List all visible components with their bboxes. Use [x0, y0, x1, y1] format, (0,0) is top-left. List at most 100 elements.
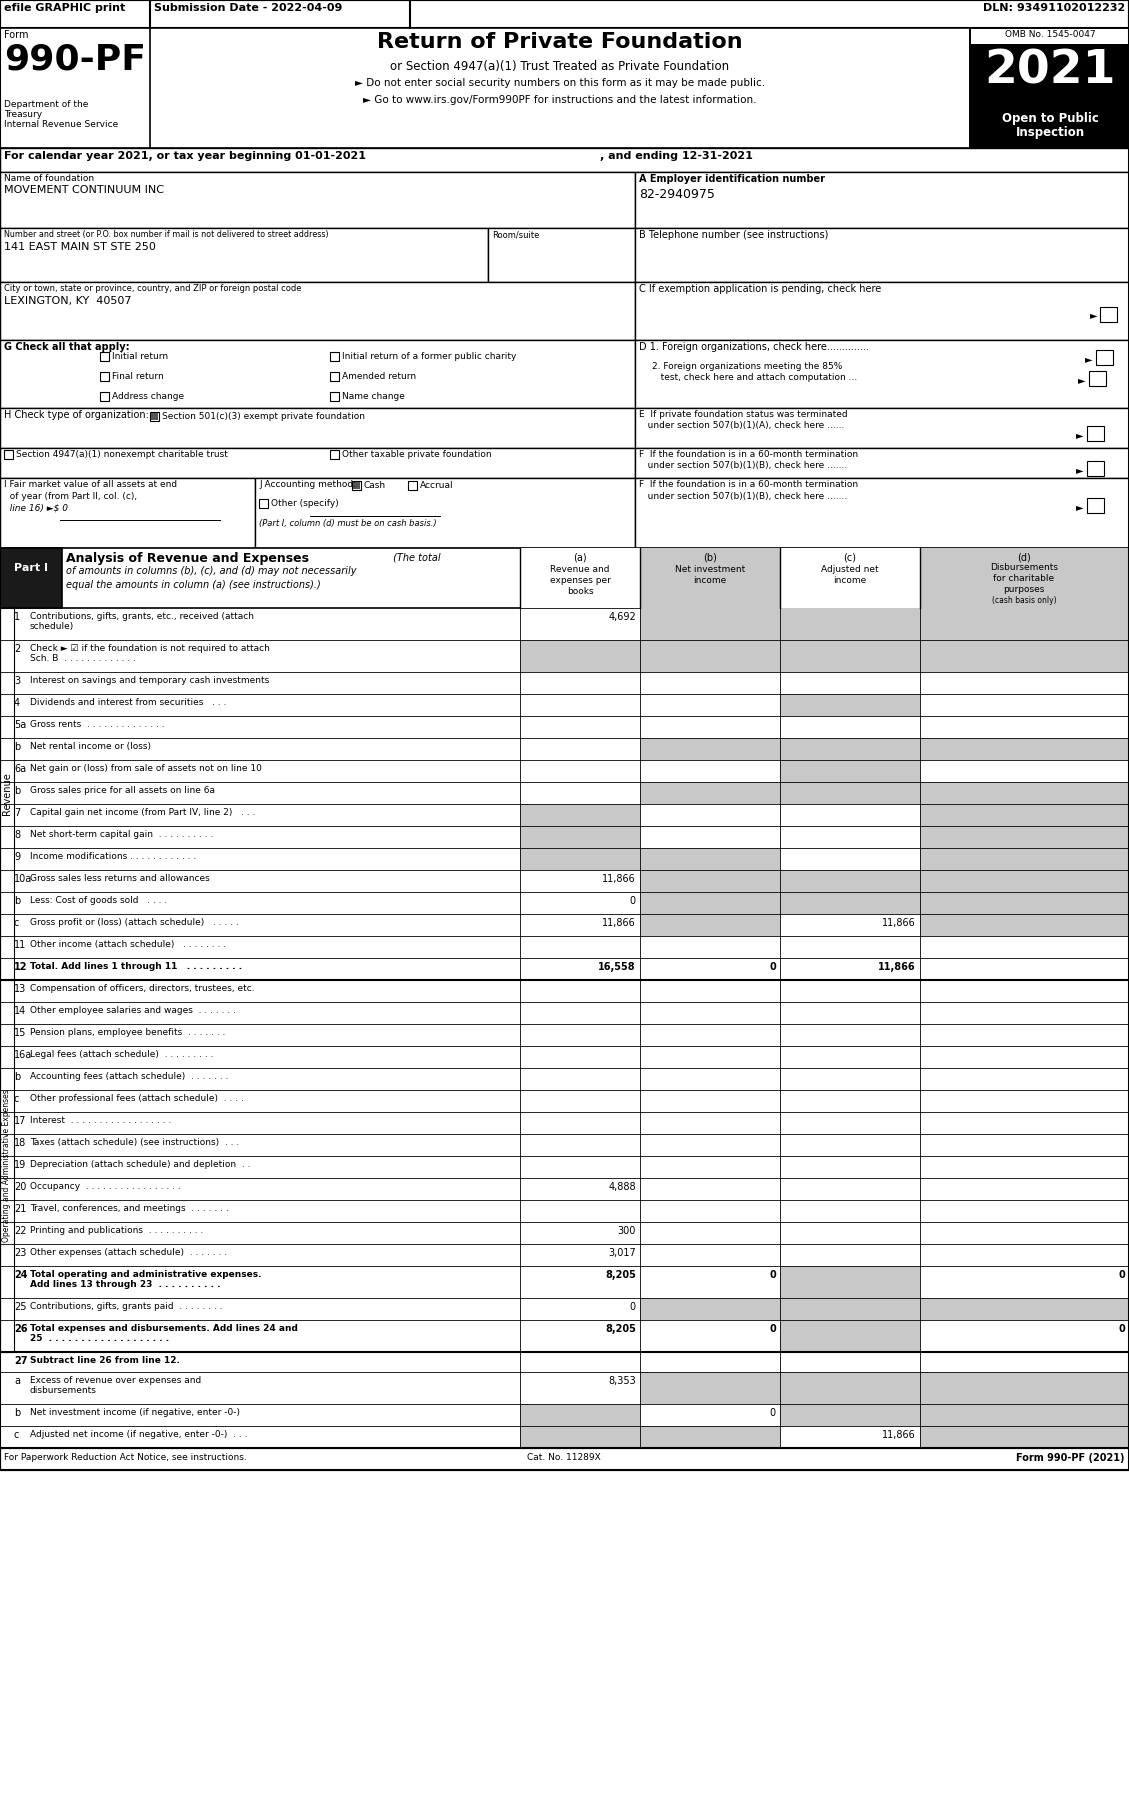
Text: Accounting fees (attach schedule)  . . . . . . .: Accounting fees (attach schedule) . . . … — [30, 1072, 228, 1081]
Text: 13: 13 — [14, 984, 26, 994]
Bar — [780, 608, 920, 640]
Bar — [920, 1404, 1129, 1426]
Text: Total expenses and disbursements. Add lines 24 and: Total expenses and disbursements. Add li… — [30, 1323, 298, 1332]
Text: Address change: Address change — [112, 392, 184, 401]
Bar — [780, 1320, 920, 1352]
Text: 8,205: 8,205 — [605, 1269, 636, 1280]
Text: b: b — [14, 786, 20, 797]
Text: 8: 8 — [14, 831, 20, 840]
Bar — [634, 173, 1129, 228]
Text: 23: 23 — [14, 1248, 26, 1259]
Text: Pension plans, employee benefits  . . . . . . .: Pension plans, employee benefits . . . .… — [30, 1028, 226, 1037]
Bar — [640, 640, 780, 672]
Text: Total operating and administrative expenses.: Total operating and administrative expen… — [30, 1269, 262, 1278]
Text: D 1. Foreign organizations, check here..............: D 1. Foreign organizations, check here..… — [639, 342, 869, 352]
Bar — [0, 340, 634, 408]
Bar — [520, 548, 640, 608]
Text: B Telephone number (see instructions): B Telephone number (see instructions) — [639, 230, 829, 239]
Text: Net gain or (loss) from sale of assets not on line 10: Net gain or (loss) from sale of assets n… — [30, 764, 262, 773]
Text: a: a — [14, 1375, 20, 1386]
Bar — [634, 340, 1129, 408]
Text: Total. Add lines 1 through 11   . . . . . . . . .: Total. Add lines 1 through 11 . . . . . … — [30, 962, 242, 971]
Text: 14: 14 — [14, 1007, 26, 1016]
Text: 25  . . . . . . . . . . . . . . . . . . .: 25 . . . . . . . . . . . . . . . . . . . — [30, 1334, 169, 1343]
Bar — [920, 870, 1129, 892]
Bar — [920, 892, 1129, 913]
Text: Gross sales price for all assets on line 6a: Gross sales price for all assets on line… — [30, 786, 215, 795]
Text: A Employer identification number: A Employer identification number — [639, 174, 825, 183]
Bar — [1087, 426, 1104, 441]
Text: Other employee salaries and wages  . . . . . . .: Other employee salaries and wages . . . … — [30, 1007, 236, 1016]
Bar — [780, 1372, 920, 1404]
Bar — [780, 640, 920, 672]
Text: 300: 300 — [618, 1226, 636, 1235]
Text: Return of Private Foundation: Return of Private Foundation — [377, 32, 743, 52]
Bar — [634, 478, 1129, 548]
Bar — [151, 414, 158, 421]
Text: Other income (attach schedule)   . . . . . . . .: Other income (attach schedule) . . . . .… — [30, 940, 226, 949]
Text: 12: 12 — [14, 962, 27, 973]
Text: 82-2940975: 82-2940975 — [639, 189, 715, 201]
Text: 0: 0 — [630, 895, 636, 906]
Text: Printing and publications  . . . . . . . . . .: Printing and publications . . . . . . . … — [30, 1226, 203, 1235]
Text: 16,558: 16,558 — [598, 962, 636, 973]
Bar — [640, 548, 780, 608]
Text: b: b — [14, 743, 20, 752]
Text: under section 507(b)(1)(B), check here .......: under section 507(b)(1)(B), check here .… — [639, 460, 847, 469]
Text: Add lines 13 through 23  . . . . . . . . . .: Add lines 13 through 23 . . . . . . . . … — [30, 1280, 220, 1289]
Text: Interest on savings and temporary cash investments: Interest on savings and temporary cash i… — [30, 676, 269, 685]
Text: Net investment income (if negative, enter -0-): Net investment income (if negative, ente… — [30, 1408, 240, 1417]
Bar — [255, 478, 634, 548]
Text: 11,866: 11,866 — [878, 962, 916, 973]
Bar — [780, 761, 920, 782]
Text: 0: 0 — [769, 1269, 776, 1280]
Text: G Check all that apply:: G Check all that apply: — [5, 342, 130, 352]
Text: 6a: 6a — [14, 764, 26, 773]
Text: Contributions, gifts, grants paid  . . . . . . . .: Contributions, gifts, grants paid . . . … — [30, 1302, 222, 1311]
Text: Interest  . . . . . . . . . . . . . . . . . .: Interest . . . . . . . . . . . . . . . .… — [30, 1117, 172, 1126]
Bar — [0, 478, 255, 548]
Text: 2: 2 — [14, 644, 20, 654]
Text: DLN: 93491102012232: DLN: 93491102012232 — [982, 4, 1124, 13]
Bar — [920, 913, 1129, 937]
Text: 11: 11 — [14, 940, 26, 949]
Text: 11,866: 11,866 — [602, 874, 636, 885]
Text: 2. Foreign organizations meeting the 85%: 2. Foreign organizations meeting the 85% — [653, 361, 842, 370]
Text: Compensation of officers, directors, trustees, etc.: Compensation of officers, directors, tru… — [30, 984, 255, 992]
Bar — [0, 282, 634, 340]
Text: F  If the foundation is in a 60-month termination: F If the foundation is in a 60-month ter… — [639, 480, 858, 489]
Bar — [488, 228, 634, 282]
Bar — [780, 548, 920, 608]
Bar — [0, 980, 14, 1352]
Text: Check ► ☑ if the foundation is not required to attach: Check ► ☑ if the foundation is not requi… — [30, 644, 270, 653]
Bar — [520, 849, 640, 870]
Text: (Part I, column (d) must be on cash basis.): (Part I, column (d) must be on cash basi… — [259, 520, 437, 529]
Text: Accrual: Accrual — [420, 482, 454, 491]
Bar — [330, 450, 339, 458]
Text: 4,888: 4,888 — [609, 1181, 636, 1192]
Text: J Accounting method:: J Accounting method: — [259, 480, 356, 489]
Bar — [1087, 460, 1104, 476]
Text: 0: 0 — [1118, 1269, 1124, 1280]
Text: Name of foundation: Name of foundation — [5, 174, 94, 183]
Text: 11,866: 11,866 — [882, 919, 916, 928]
Bar — [780, 1266, 920, 1298]
Text: ►: ► — [1076, 502, 1084, 512]
Text: Adjusted net: Adjusted net — [821, 565, 878, 574]
Bar — [0, 548, 1129, 608]
Text: 141 EAST MAIN ST STE 250: 141 EAST MAIN ST STE 250 — [5, 243, 156, 252]
Text: 3: 3 — [14, 676, 20, 687]
Bar — [780, 737, 920, 761]
Bar — [640, 913, 780, 937]
Text: 0: 0 — [630, 1302, 636, 1313]
Text: ► Go to www.irs.gov/Form990PF for instructions and the latest information.: ► Go to www.irs.gov/Form990PF for instru… — [364, 95, 756, 104]
Bar — [1087, 498, 1104, 512]
Bar — [640, 892, 780, 913]
Text: 4,692: 4,692 — [609, 611, 636, 622]
Text: Number and street (or P.O. box number if mail is not delivered to street address: Number and street (or P.O. box number if… — [5, 230, 329, 239]
Text: 17: 17 — [14, 1117, 26, 1126]
Text: 990-PF: 990-PF — [5, 41, 146, 76]
Text: I Fair market value of all assets at end: I Fair market value of all assets at end — [5, 480, 177, 489]
Text: F  If the foundation is in a 60-month termination: F If the foundation is in a 60-month ter… — [639, 450, 858, 458]
Bar — [100, 392, 110, 401]
